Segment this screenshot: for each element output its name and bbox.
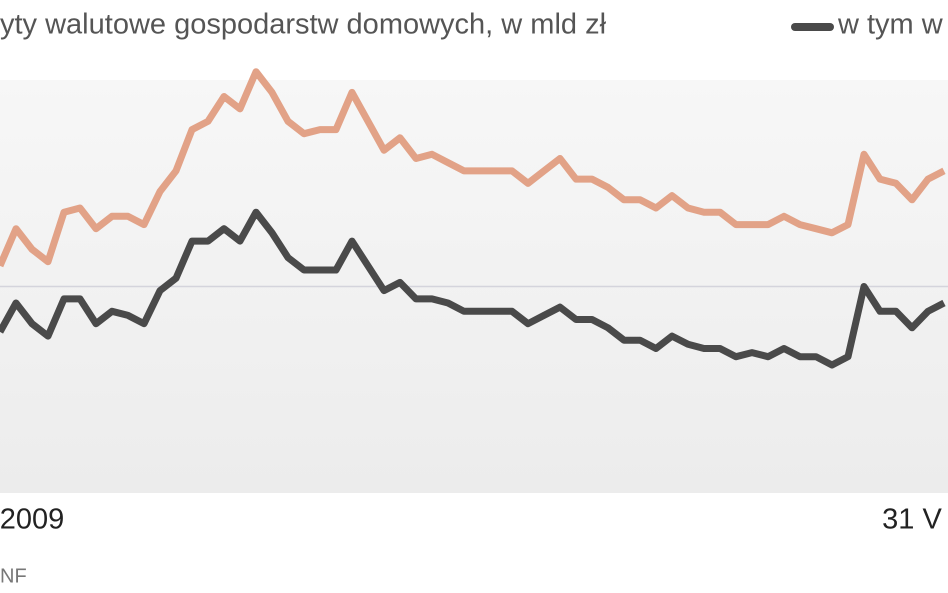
line-series [0, 68, 946, 268]
line-series [0, 208, 946, 369]
source: NF [0, 565, 27, 587]
x-tick-label: 2009 [0, 504, 64, 536]
x-tick-label: 31 V [882, 504, 942, 536]
legend-label: w tym w [837, 9, 944, 41]
legend-label: yty walutowe gospodarstw domowych, w mld… [0, 9, 607, 41]
